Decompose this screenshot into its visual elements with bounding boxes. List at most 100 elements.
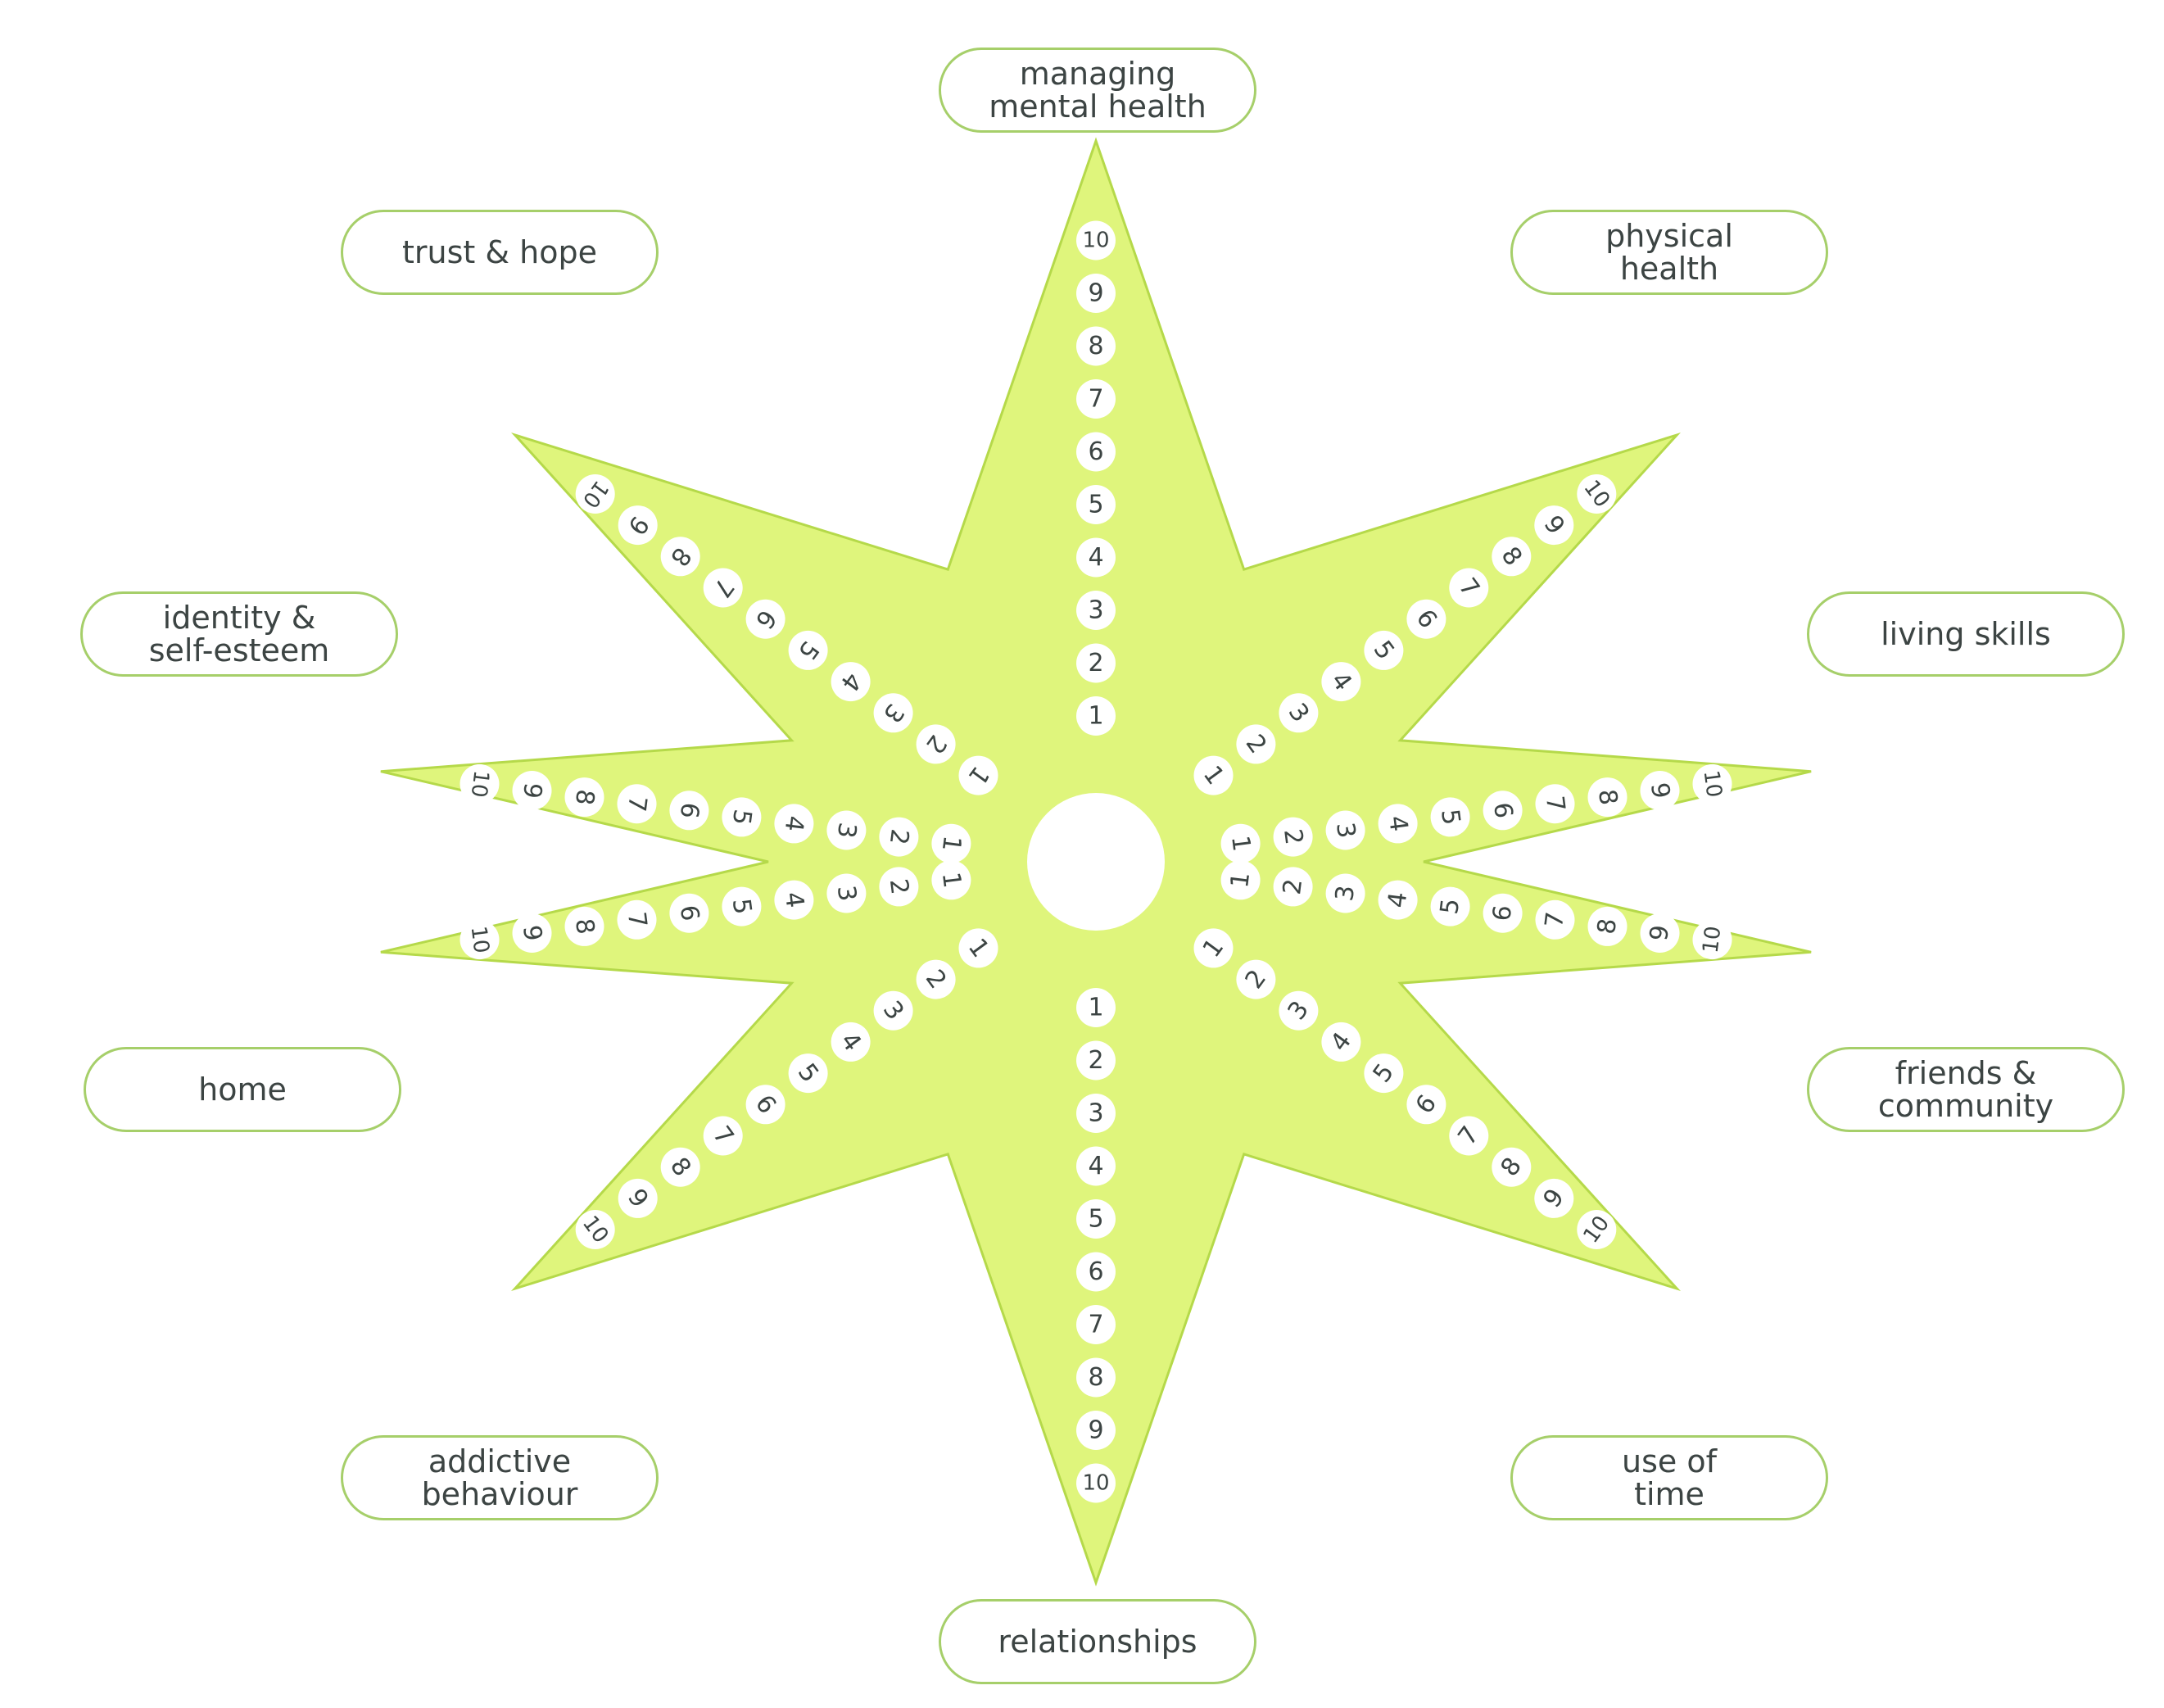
scale-badge-trust-hope-8[interactable] bbox=[660, 537, 700, 577]
scale-badge-friends-community-5[interactable] bbox=[1430, 886, 1470, 926]
scale-badge-physical-health-5[interactable] bbox=[1364, 630, 1404, 670]
scale-badge-use-of-time-7[interactable] bbox=[1449, 1116, 1489, 1156]
scale-badge-relationships-1[interactable] bbox=[1076, 988, 1116, 1027]
scale-badge-use-of-time-5[interactable] bbox=[1364, 1053, 1404, 1094]
scale-badge-managing-mental-health-9[interactable] bbox=[1076, 274, 1116, 313]
scale-badge-trust-hope-1[interactable] bbox=[958, 755, 998, 795]
scale-badge-addictive-behaviour-4[interactable] bbox=[831, 1022, 871, 1062]
scale-badge-physical-health-7[interactable] bbox=[1449, 568, 1489, 608]
scale-badge-addictive-behaviour-10[interactable] bbox=[575, 1210, 615, 1249]
scale-badge-trust-hope-7[interactable] bbox=[703, 568, 743, 608]
scale-badge-relationships-4[interactable] bbox=[1076, 1146, 1116, 1186]
scale-badge-identity-self-esteem-3[interactable] bbox=[826, 810, 867, 850]
scale-badge-addictive-behaviour-6[interactable] bbox=[745, 1085, 785, 1125]
scale-badge-living-skills-10[interactable] bbox=[1692, 763, 1732, 804]
scale-badge-home-8[interactable] bbox=[564, 906, 604, 946]
scale-badge-addictive-behaviour-1[interactable] bbox=[958, 928, 998, 968]
scale-badge-use-of-time-6[interactable] bbox=[1406, 1085, 1446, 1125]
scale-badge-friends-community-7[interactable] bbox=[1535, 899, 1575, 940]
scale-badge-relationships-3[interactable] bbox=[1076, 1094, 1116, 1133]
scale-badge-living-skills-9[interactable] bbox=[1640, 771, 1680, 810]
scale-badge-physical-health-4[interactable] bbox=[1321, 662, 1361, 702]
scale-badge-trust-hope-9[interactable] bbox=[618, 505, 658, 546]
scale-badge-living-skills-7[interactable] bbox=[1535, 784, 1575, 824]
scale-badge-managing-mental-health-4[interactable] bbox=[1076, 537, 1116, 578]
label-living-skills[interactable]: living skills bbox=[1807, 591, 2125, 677]
label-identity-self-esteem[interactable]: identity & self-esteem bbox=[80, 591, 398, 677]
scale-badge-use-of-time-3[interactable] bbox=[1279, 990, 1319, 1031]
scale-badge-use-of-time-4[interactable] bbox=[1321, 1022, 1361, 1062]
scale-badge-friends-community-3[interactable] bbox=[1325, 873, 1365, 913]
scale-badge-relationships-6[interactable] bbox=[1076, 1252, 1116, 1292]
scale-badge-addictive-behaviour-5[interactable] bbox=[788, 1053, 828, 1094]
scale-badge-trust-hope-6[interactable] bbox=[745, 599, 785, 639]
scale-badge-living-skills-5[interactable] bbox=[1430, 797, 1470, 837]
scale-badge-friends-community-8[interactable] bbox=[1587, 906, 1628, 946]
scale-badge-physical-health-6[interactable] bbox=[1406, 599, 1446, 639]
scale-badge-friends-community-6[interactable] bbox=[1483, 893, 1523, 933]
scale-badge-managing-mental-health-5[interactable] bbox=[1076, 485, 1116, 524]
scale-badge-use-of-time-1[interactable] bbox=[1193, 928, 1234, 968]
scale-badge-physical-health-1[interactable] bbox=[1193, 755, 1234, 795]
label-friends-community[interactable]: friends & community bbox=[1807, 1047, 2125, 1132]
scale-badge-home-9[interactable] bbox=[512, 913, 552, 953]
scale-badge-friends-community-4[interactable] bbox=[1378, 880, 1418, 920]
scale-badge-living-skills-1[interactable] bbox=[1220, 823, 1261, 863]
scale-badge-managing-mental-health-3[interactable] bbox=[1076, 591, 1116, 630]
scale-badge-home-2[interactable] bbox=[879, 867, 919, 907]
scale-badge-identity-self-esteem-9[interactable] bbox=[512, 771, 552, 810]
scale-badge-identity-self-esteem-4[interactable] bbox=[774, 804, 814, 844]
scale-badge-use-of-time-10[interactable] bbox=[1577, 1210, 1617, 1249]
scale-badge-home-6[interactable] bbox=[669, 893, 709, 933]
scale-badge-managing-mental-health-6[interactable] bbox=[1076, 432, 1116, 472]
scale-badge-living-skills-8[interactable] bbox=[1587, 777, 1628, 818]
label-addictive-behaviour[interactable]: addictive behaviour bbox=[341, 1435, 659, 1520]
scale-badge-home-7[interactable] bbox=[617, 899, 657, 940]
scale-badge-identity-self-esteem-5[interactable] bbox=[722, 797, 762, 837]
scale-badge-home-4[interactable] bbox=[774, 880, 814, 920]
label-home[interactable]: home bbox=[84, 1047, 401, 1132]
scale-badge-living-skills-4[interactable] bbox=[1378, 804, 1418, 844]
scale-badge-friends-community-10[interactable] bbox=[1692, 920, 1732, 960]
scale-badge-relationships-9[interactable] bbox=[1076, 1411, 1116, 1450]
scale-badge-addictive-behaviour-2[interactable] bbox=[916, 959, 956, 999]
scale-badge-addictive-behaviour-3[interactable] bbox=[873, 990, 913, 1031]
scale-badge-physical-health-8[interactable] bbox=[1492, 537, 1532, 577]
scale-badge-physical-health-10[interactable] bbox=[1577, 474, 1617, 514]
scale-badge-use-of-time-8[interactable] bbox=[1492, 1147, 1532, 1187]
scale-badge-relationships-2[interactable] bbox=[1076, 1040, 1116, 1081]
scale-badge-trust-hope-5[interactable] bbox=[788, 630, 828, 670]
scale-badge-addictive-behaviour-9[interactable] bbox=[618, 1178, 658, 1218]
scale-badge-managing-mental-health-2[interactable] bbox=[1076, 643, 1116, 683]
scale-badge-identity-self-esteem-8[interactable] bbox=[564, 777, 604, 818]
scale-badge-living-skills-6[interactable] bbox=[1483, 791, 1523, 831]
scale-badge-identity-self-esteem-7[interactable] bbox=[617, 784, 657, 824]
label-trust-hope[interactable]: trust & hope bbox=[341, 210, 659, 295]
scale-badge-trust-hope-10[interactable] bbox=[575, 474, 615, 514]
scale-badge-home-10[interactable] bbox=[460, 920, 500, 960]
scale-badge-use-of-time-9[interactable] bbox=[1534, 1178, 1574, 1218]
scale-badge-friends-community-2[interactable] bbox=[1273, 867, 1313, 907]
label-relationships[interactable]: relationships bbox=[939, 1599, 1256, 1684]
scale-badge-identity-self-esteem-6[interactable] bbox=[669, 791, 709, 831]
scale-badge-home-5[interactable] bbox=[722, 886, 762, 926]
scale-badge-identity-self-esteem-1[interactable] bbox=[931, 823, 971, 863]
label-use-of-time[interactable]: use of time bbox=[1510, 1435, 1828, 1520]
scale-badge-relationships-10[interactable] bbox=[1076, 1463, 1116, 1503]
scale-badge-living-skills-2[interactable] bbox=[1273, 817, 1313, 857]
scale-badge-managing-mental-health-7[interactable] bbox=[1076, 379, 1116, 419]
scale-badge-trust-hope-4[interactable] bbox=[831, 662, 871, 702]
label-physical-health[interactable]: physical health bbox=[1510, 210, 1828, 295]
scale-badge-identity-self-esteem-2[interactable] bbox=[879, 817, 919, 857]
scale-badge-home-3[interactable] bbox=[826, 873, 867, 913]
scale-badge-relationships-8[interactable] bbox=[1076, 1357, 1116, 1398]
scale-badge-managing-mental-health-8[interactable] bbox=[1076, 326, 1116, 366]
scale-badge-trust-hope-2[interactable] bbox=[916, 724, 956, 764]
scale-badge-use-of-time-2[interactable] bbox=[1236, 959, 1276, 999]
scale-badge-addictive-behaviour-8[interactable] bbox=[660, 1147, 700, 1187]
scale-badge-relationships-7[interactable] bbox=[1076, 1305, 1116, 1344]
scale-badge-living-skills-3[interactable] bbox=[1325, 810, 1365, 850]
scale-badge-friends-community-9[interactable] bbox=[1640, 913, 1680, 953]
scale-badge-managing-mental-health-10[interactable] bbox=[1076, 220, 1116, 261]
scale-badge-relationships-5[interactable] bbox=[1076, 1199, 1116, 1239]
